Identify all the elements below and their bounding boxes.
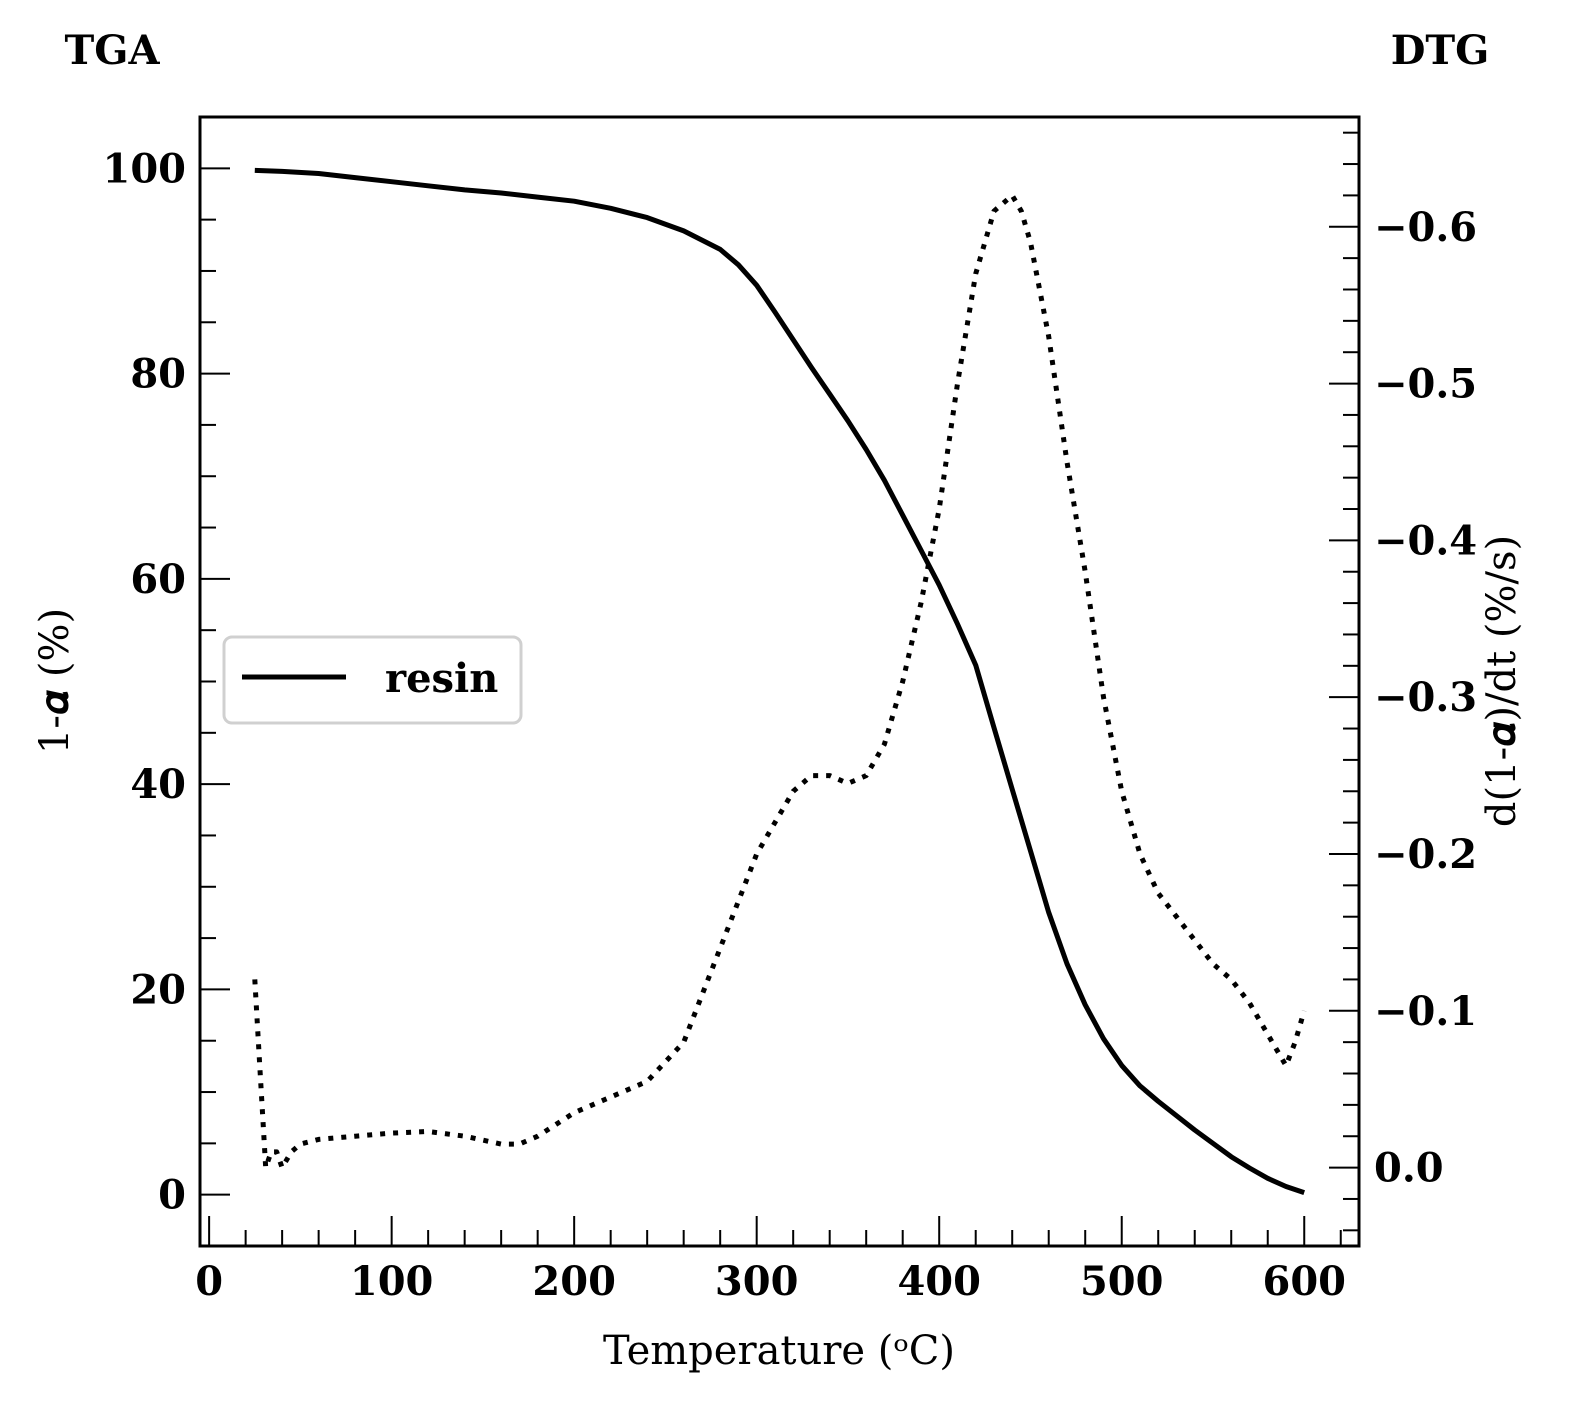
x-tick-label: 600 — [1262, 1258, 1346, 1305]
tga-series-line-resin — [254, 167, 1305, 1195]
y-right-tick-label: −0.6 — [1374, 204, 1477, 251]
plot-area: 0 100 200 300 400 500 600 0 20 40 60 80 100 0.0 −0.1 −0… — [103, 115, 1477, 1305]
y-right-tick-label: −0.1 — [1374, 988, 1477, 1035]
y-left-axis-label: 1-𝜶 (%) — [32, 608, 78, 754]
x-tick-label: 0 — [195, 1258, 223, 1305]
y-left-tick-label: 40 — [130, 761, 186, 808]
x-tick-label: 100 — [350, 1258, 434, 1305]
y-left-tick-label: 20 — [130, 966, 186, 1013]
y-left-tick-label: 100 — [103, 145, 187, 192]
y-right-tick-label: −0.3 — [1374, 674, 1477, 721]
legend-label-resin: resin — [385, 655, 498, 702]
legend-box — [222, 635, 523, 725]
y-right-tick-label: −0.4 — [1374, 517, 1477, 564]
dtg-series-line — [252, 192, 1307, 1171]
y-right-tick-label: −0.2 — [1374, 831, 1477, 878]
x-tick-label: 500 — [1080, 1258, 1164, 1305]
y-right-tick-label: 0.0 — [1374, 1145, 1444, 1192]
x-axis-label: Temperature (ᵒC) — [603, 1328, 955, 1374]
legend: resin — [222, 635, 523, 725]
dtg-title: DTG — [1391, 27, 1490, 74]
tga-title: TGA — [65, 27, 161, 74]
y-left-tick-label: 60 — [130, 556, 186, 603]
y-right-tick-label: −0.5 — [1374, 361, 1477, 408]
y-left-tick-label: 80 — [130, 351, 186, 398]
x-tick-label: 300 — [715, 1258, 799, 1305]
x-tick-label: 400 — [897, 1258, 981, 1305]
y-left-tick-label: 0 — [158, 1172, 186, 1219]
x-tick-label: 200 — [532, 1258, 616, 1305]
y-right-axis-label: d(1-𝜶)/dt (%/s) — [1479, 535, 1525, 827]
